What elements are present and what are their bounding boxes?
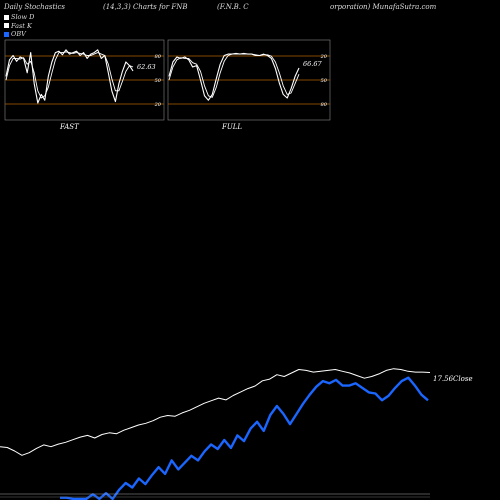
full-value-label: 66.67 [303,60,322,68]
legend: Slow D Fast K OBV [4,13,34,39]
header-title: Daily Stochastics [4,3,66,11]
fast-value-label: 62.63 [137,63,156,71]
legend-label-slow-d: Slow D [11,13,35,21]
legend-swatch-fast-k [4,23,9,29]
legend-swatch-obv [4,31,9,37]
legend-swatch-slow-d [4,14,9,20]
obv-line [60,376,429,500]
fast-level-label: 80 [155,54,162,60]
close-value-label: 17.56Close [433,375,473,383]
legend-item-fast-k: Fast K [4,22,34,31]
fast-level-label: 20 [154,102,162,108]
fast-level-label: 50 [155,78,162,84]
header-company-b: orporation) MunafaSutra.com [330,3,437,11]
fast-series-slow-d [5,51,134,99]
legend-item-obv: OBV [4,30,34,39]
full-level-label: 50 [321,78,328,84]
price-close-line [0,368,431,456]
header-company-a: (F.N.B. C [217,3,249,11]
legend-label-fast-k: Fast K [11,21,32,30]
legend-label-obv: OBV [11,30,26,38]
legend-item-slow-d: Slow D [4,13,34,22]
full-series-full-d [168,53,300,98]
full-level-label: 20 [320,54,328,60]
header-subtitle: (14,3,3) Charts for FNB [103,3,188,11]
fast-panel-label: FAST [59,123,80,131]
full-panel-label: FULL [221,123,242,131]
fast-series-fast-k [5,49,134,104]
full-level-label: 80 [321,102,328,108]
